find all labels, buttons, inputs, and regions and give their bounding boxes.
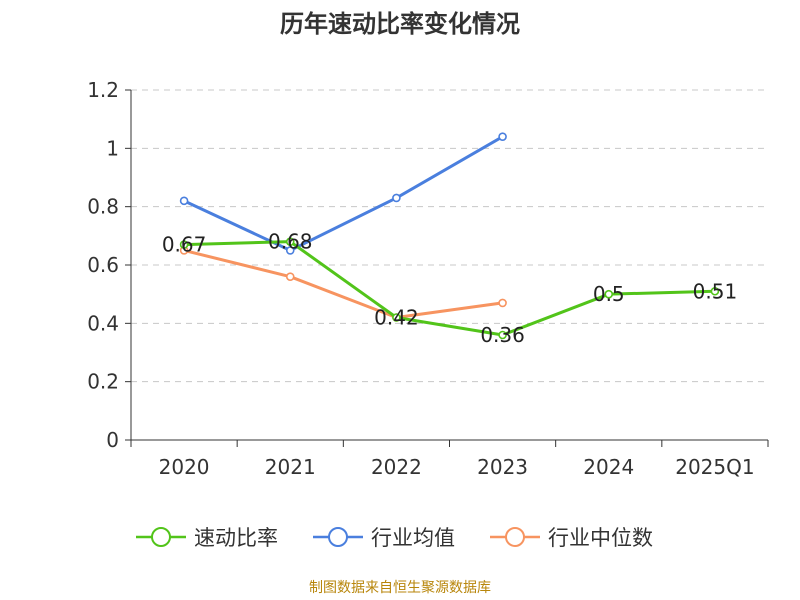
- x-tick-label: 2024: [583, 455, 634, 479]
- data-label: 0.5: [593, 282, 625, 306]
- x-tick-label: 2021: [265, 455, 316, 479]
- x-tick-label: 2025Q1: [675, 455, 754, 479]
- data-labels: 0.67 0.68 0.42 0.36 0.5 0.51: [162, 230, 737, 347]
- legend-marker: [151, 527, 171, 547]
- data-point: [498, 330, 507, 340]
- series-line: [183, 135, 504, 252]
- grid-lines: [131, 89, 768, 383]
- data-label: 0.36: [480, 323, 525, 347]
- legend-item-1: 行业均值: [313, 526, 455, 550]
- legend-label: 速动比率: [194, 526, 278, 550]
- legend-label: 行业均值: [371, 526, 455, 550]
- data-point: [285, 246, 295, 255]
- data-point: [710, 286, 720, 296]
- data-point: [179, 240, 189, 249]
- legend-item-2: 行业中位数: [490, 526, 653, 550]
- data-point: [498, 298, 507, 308]
- series-0: [179, 237, 720, 340]
- series-layer: [179, 132, 720, 340]
- data-label: 0.67: [162, 233, 207, 257]
- y-tick-label: 0.2: [87, 370, 119, 394]
- data-point: [392, 193, 401, 203]
- source-note: 制图数据来自恒生聚源数据库: [309, 580, 491, 596]
- series-line: [184, 240, 715, 337]
- chart-title: 历年速动比率变化情况: [280, 10, 520, 38]
- data-point: [179, 196, 189, 206]
- data-point: [285, 237, 295, 246]
- x-tick-label: 2020: [159, 455, 210, 479]
- data-point: [285, 272, 295, 281]
- y-tick-label: 1: [106, 136, 119, 160]
- data-point: [604, 289, 614, 299]
- x-tick-label: 2022: [371, 455, 422, 479]
- legend-item-0: 速动比率: [136, 526, 278, 550]
- data-label: 0.42: [374, 306, 419, 330]
- data-label: 0.68: [268, 230, 313, 254]
- x-tick-label: 2023: [477, 455, 528, 479]
- y-tick-label: 1.2: [87, 78, 119, 102]
- y-tick-label: 0.4: [87, 311, 119, 335]
- data-point: [392, 313, 401, 322]
- legend-marker: [328, 527, 348, 547]
- legend: 速动比率 行业均值 行业中位数: [136, 526, 653, 550]
- y-tick-label: 0: [106, 428, 119, 452]
- series-2: [179, 246, 507, 322]
- data-point: [498, 132, 507, 141]
- series-line: [183, 248, 503, 319]
- series-1: [179, 132, 507, 255]
- data-label: 0.51: [693, 279, 738, 303]
- y-tick-label: 0.8: [87, 195, 119, 219]
- axes: 0 0.2 0.4 0.6 0.8 1 1.2 2020 2021 2022 2023 2024 202…: [87, 78, 769, 479]
- legend-label: 行业中位数: [548, 526, 653, 550]
- legend-marker: [505, 527, 525, 547]
- y-tick-label: 0.6: [87, 253, 119, 277]
